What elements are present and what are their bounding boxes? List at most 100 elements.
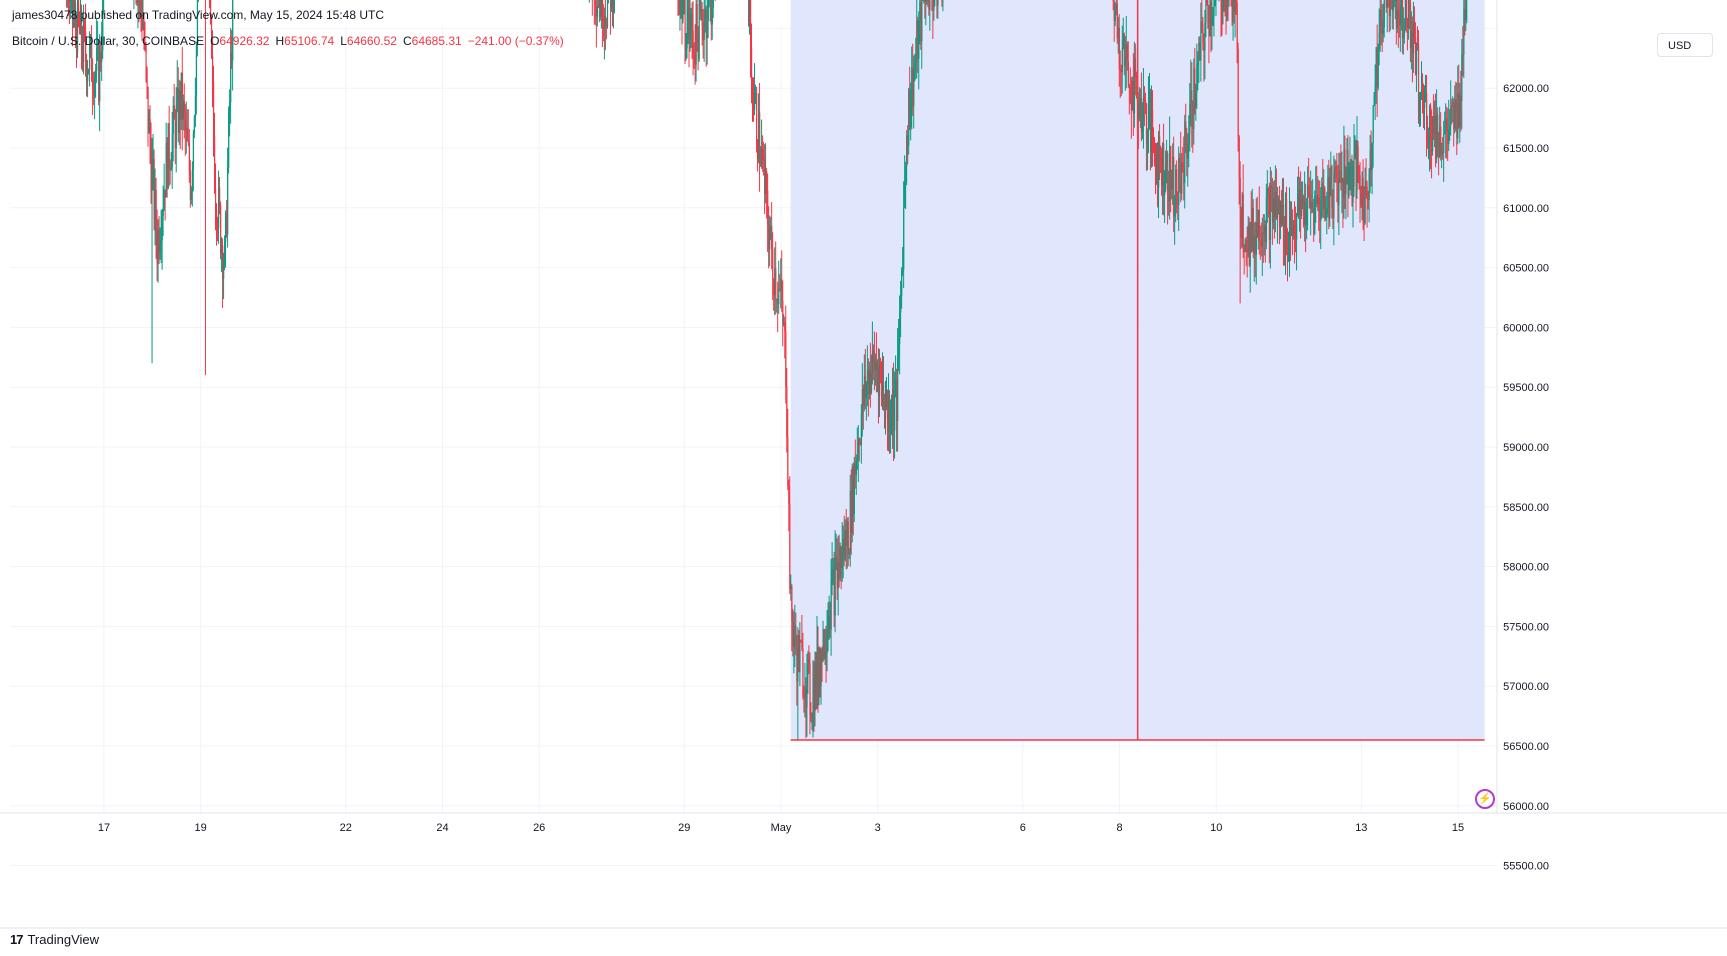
candle-body: [905, 166, 907, 182]
candle-body: [696, 4, 698, 32]
candle-body: [83, 23, 85, 63]
candle-body: [1337, 178, 1339, 206]
candle-body: [1385, 0, 1387, 9]
candle-body: [1357, 146, 1359, 171]
candle-body: [1431, 139, 1433, 152]
candle-body: [1261, 232, 1264, 247]
candle-body: [1458, 93, 1460, 128]
candle-body: [1263, 224, 1266, 234]
candle-body: [184, 112, 186, 131]
candle-body: [803, 696, 805, 698]
candle-body: [791, 586, 793, 622]
candle-body: [1144, 100, 1147, 104]
candle-body: [1354, 144, 1356, 155]
candle-body: [833, 569, 835, 616]
candle-body: [1303, 196, 1305, 225]
candle-body: [880, 368, 883, 384]
candle-body: [1159, 136, 1161, 157]
candle-body: [1174, 208, 1176, 217]
candle-body: [1255, 222, 1257, 255]
candle-body: [1352, 186, 1354, 203]
candle-body: [1463, 9, 1465, 55]
candle-body: [1461, 54, 1463, 102]
lightning-bolt-icon[interactable]: ⚡: [1475, 789, 1495, 809]
candle-body: [820, 650, 822, 687]
candle-body: [1377, 49, 1379, 88]
candle-body: [85, 31, 87, 60]
candle-body: [1238, 136, 1240, 178]
candle-body: [1445, 118, 1447, 132]
candle-body: [845, 529, 847, 547]
candle-body: [827, 629, 829, 634]
candle-body: [1243, 248, 1245, 253]
candle-body: [1179, 157, 1181, 163]
high-value: 65106.74: [284, 34, 335, 48]
candle-body: [1346, 149, 1348, 183]
symbol-title[interactable]: Bitcoin / U.S. Dollar, 30, COINBASE: [12, 34, 205, 48]
candle-body: [922, 0, 924, 1]
candle-body: [1422, 81, 1424, 95]
candle-body: [893, 389, 895, 431]
currency-button[interactable]: USD: [1657, 33, 1713, 57]
candle-body: [781, 279, 783, 301]
candle-body: [1442, 150, 1444, 153]
candle-body: [1223, 0, 1225, 4]
candle-body: [1296, 213, 1298, 240]
candle-body: [1213, 0, 1215, 16]
candle-body: [1444, 131, 1446, 135]
candle-body: [162, 208, 164, 217]
candle-body: [1147, 104, 1150, 132]
candle-body: [1327, 177, 1329, 209]
candle-body: [1435, 115, 1437, 160]
candle-body: [1350, 166, 1352, 168]
candle-body: [1272, 198, 1275, 222]
candle-body: [1269, 185, 1272, 241]
candle-body: [1443, 134, 1445, 153]
x-tick-label: 24: [436, 822, 448, 834]
candle-body: [1168, 194, 1170, 202]
candle-body: [1370, 150, 1372, 170]
candle-body: [163, 189, 165, 209]
candle-body: [900, 296, 902, 313]
candle-body: [1182, 162, 1184, 168]
candle-body: [1369, 150, 1371, 173]
candle-body: [909, 89, 911, 127]
candle-body: [1295, 234, 1297, 240]
candle-body: [858, 438, 861, 444]
candle-body: [73, 3, 76, 13]
candle-body: [932, 0, 934, 11]
candle-body: [783, 322, 785, 325]
candle-body: [176, 87, 178, 106]
candle-body: [1321, 183, 1323, 200]
candle-body: [1429, 106, 1431, 141]
candle-body: [226, 212, 228, 235]
candle-body: [1355, 144, 1357, 191]
candle-body: [1273, 198, 1276, 218]
candle-body: [793, 636, 795, 648]
candle-body: [1184, 121, 1186, 184]
candle-body: [835, 557, 837, 559]
candle-body: [1301, 206, 1303, 216]
candle-body: [1194, 68, 1196, 107]
tradingview-logo[interactable]: 17 TradingView: [10, 932, 99, 947]
candle-body: [1117, 27, 1119, 39]
candle-body: [1155, 163, 1157, 176]
y-tick-label: 60000.00: [1503, 322, 1549, 334]
candle-body: [1195, 92, 1197, 107]
candle-body: [763, 156, 765, 160]
candle-body: [1331, 166, 1333, 208]
candle-body: [770, 226, 772, 238]
candle-body: [1192, 127, 1194, 130]
candle-body: [777, 299, 779, 305]
candle-body: [807, 658, 809, 665]
candle-body: [815, 660, 817, 689]
candle-body: [928, 2, 930, 10]
candle-body: [164, 189, 166, 198]
candle-body: [1115, 3, 1117, 10]
candle-body: [1308, 185, 1310, 195]
candle-body: [937, 0, 939, 6]
candle-body: [866, 369, 869, 384]
candle-body: [1212, 15, 1214, 18]
candle-body: [72, 12, 75, 16]
